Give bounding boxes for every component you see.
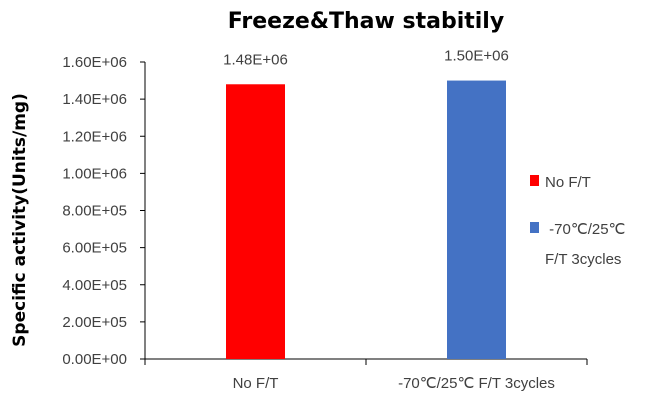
chart-title: Freeze&Thaw stabitily	[228, 9, 504, 34]
legend-swatch	[530, 175, 539, 186]
y-tick-label: 8.00E+05	[62, 203, 127, 220]
y-tick-label: 0.00E+00	[62, 351, 127, 368]
legend-label: No F/T	[545, 174, 591, 191]
bar	[447, 80, 506, 359]
legend-label: -70℃/25℃	[545, 221, 625, 238]
y-tick-label: 4.00E+05	[62, 277, 127, 294]
legend-swatch	[530, 222, 539, 233]
x-tick-label: -70℃/25℃ F/T 3cycles	[398, 375, 555, 392]
bar	[226, 84, 285, 360]
y-tick-label: 1.00E+06	[62, 165, 127, 182]
y-tick-label: 1.40E+06	[62, 91, 127, 108]
y-tick-label: 2.00E+05	[62, 314, 127, 331]
y-tick-label: 1.20E+06	[62, 128, 127, 145]
data-label: 1.50E+06	[444, 48, 509, 65]
legend-label: F/T 3cycles	[545, 251, 621, 268]
data-label: 1.48E+06	[223, 51, 288, 68]
y-axis-label: Specific activity(Units/mg)	[10, 93, 30, 347]
y-tick-label: 6.00E+05	[62, 240, 127, 257]
x-tick-label: No F/T	[233, 375, 279, 392]
y-tick-label: 1.60E+06	[62, 54, 127, 71]
